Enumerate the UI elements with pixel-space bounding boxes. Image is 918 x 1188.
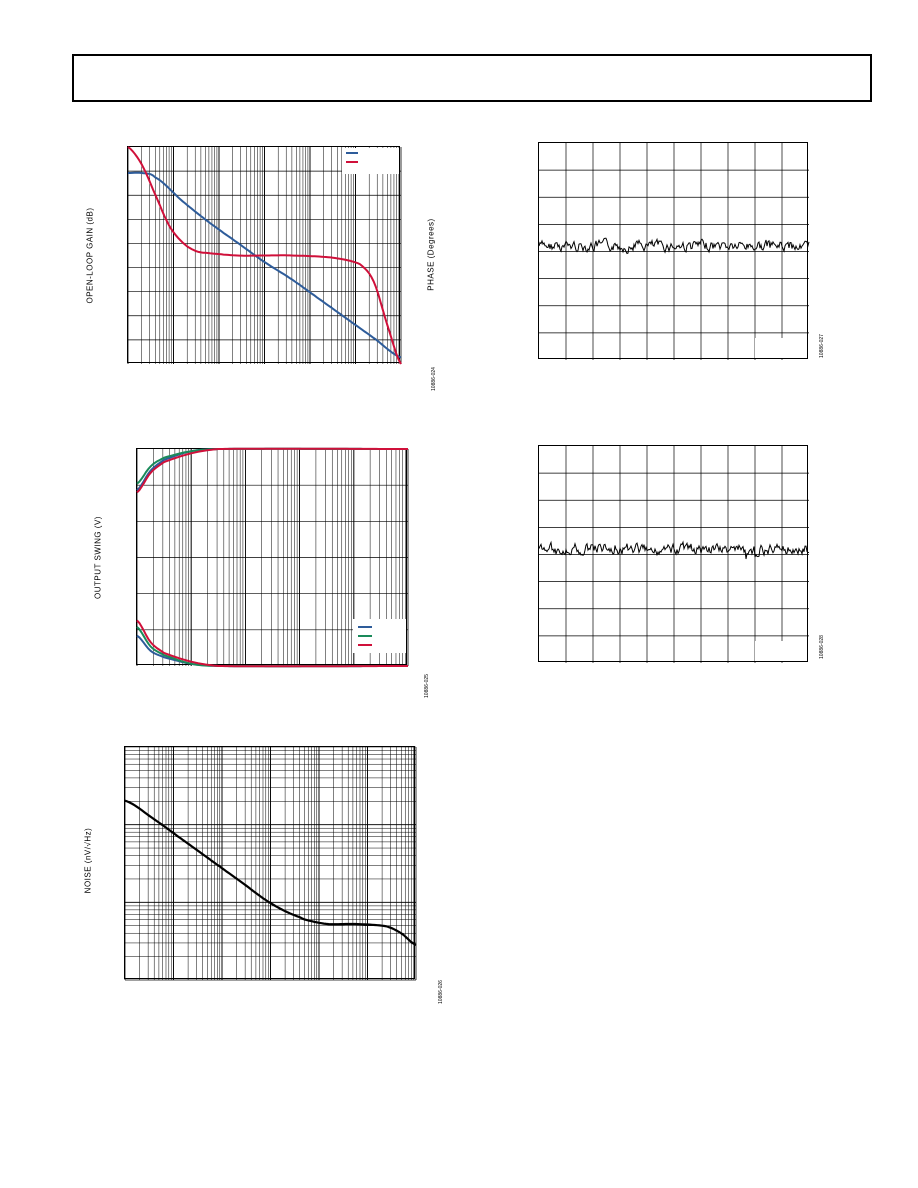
- series-line-1: [128, 171, 402, 359]
- series-high-2: [136, 447, 408, 485]
- noise-density-curve: [124, 799, 417, 946]
- noise-density-svg: [124, 746, 417, 981]
- noise-trace: [538, 540, 810, 560]
- figure-number: 10886-028: [819, 635, 825, 659]
- page-header-box: [72, 54, 872, 102]
- y-axis-label: NOISE (nV/√Hz): [83, 827, 93, 894]
- noise-density-plot: [124, 746, 417, 981]
- series-low-3: [136, 619, 408, 668]
- noise-time-plot-2: [538, 445, 810, 663]
- y2-axis-label: PHASE (Degrees): [426, 218, 436, 291]
- y-axis-label: OUTPUT SWING (V): [93, 516, 103, 599]
- noise-time-svg-1: [538, 143, 810, 360]
- figure-number: 10886-025: [424, 674, 430, 698]
- figure-number: 10886-027: [819, 334, 825, 358]
- scale-box: [755, 338, 807, 358]
- output-swing-svg: [136, 447, 409, 668]
- series-line-2: [127, 146, 402, 365]
- series-high-3: [136, 447, 408, 494]
- open-loop-gain-svg: [127, 146, 402, 365]
- figure-number: 10886-026: [438, 980, 444, 1004]
- scale-box: [755, 641, 807, 661]
- y-axis-label: OPEN-LOOP GAIN (dB): [85, 207, 95, 304]
- open-loop-gain-plot: [127, 146, 402, 365]
- noise-time-plot-1: [538, 142, 810, 360]
- output-swing-plot: [136, 447, 409, 668]
- figure-number: 10886-024: [431, 367, 437, 391]
- noise-time-svg-2: [538, 446, 810, 663]
- noise-trace: [538, 237, 810, 255]
